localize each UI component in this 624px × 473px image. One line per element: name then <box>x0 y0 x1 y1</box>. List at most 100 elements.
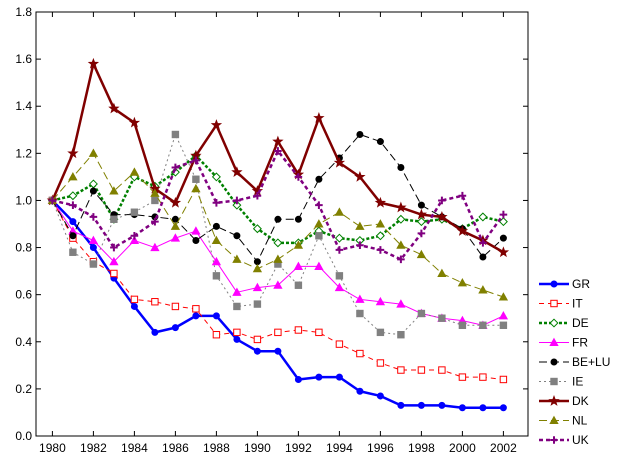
y-tick-label: 1.8 <box>15 5 32 19</box>
data-point-dk <box>128 116 141 128</box>
data-point-it <box>233 328 241 337</box>
data-point-nl <box>129 167 140 176</box>
y-tick-label: 0.0 <box>15 429 32 443</box>
data-point-dk <box>395 201 407 213</box>
legend-marker-ie <box>550 377 558 386</box>
data-point-it <box>253 335 262 344</box>
data-point-gr <box>356 387 364 395</box>
data-point-nl <box>273 254 283 263</box>
data-point-it <box>110 269 118 278</box>
data-point-nl <box>191 183 201 193</box>
data-point-be-lu <box>171 215 179 223</box>
data-point-ie <box>151 196 159 205</box>
series-line-nl <box>52 152 504 298</box>
series-be-lu <box>48 130 507 266</box>
data-point-uk <box>130 231 139 240</box>
data-point-dk <box>231 166 243 177</box>
data-point-gr <box>89 244 97 252</box>
data-point-uk <box>192 156 200 165</box>
data-point-fr <box>109 256 119 266</box>
data-point-gr <box>397 401 405 409</box>
data-point-ie <box>376 328 385 337</box>
data-point-uk <box>233 196 241 205</box>
legend-marker-it <box>550 299 558 308</box>
data-point-de <box>273 238 283 248</box>
series-it <box>48 196 508 384</box>
data-point-ie <box>417 309 426 318</box>
x-tick-label: 1988 <box>203 441 230 455</box>
legend-marker-be-lu <box>550 358 558 366</box>
data-point-gr <box>171 324 179 332</box>
data-point-fr <box>314 261 324 270</box>
data-point-nl <box>437 268 447 278</box>
legend-item-it: IT <box>539 297 583 311</box>
data-point-be-lu <box>212 222 220 230</box>
data-point-be-lu <box>479 253 487 261</box>
data-point-ie <box>233 302 241 311</box>
data-point-uk <box>171 163 180 172</box>
data-point-dk <box>374 196 387 208</box>
data-point-nl <box>334 207 345 216</box>
data-point-ie <box>110 215 118 223</box>
data-point-gr <box>212 312 220 320</box>
data-point-ie <box>171 130 180 139</box>
legend-item-gr: GR <box>539 277 590 291</box>
data-point-ie <box>438 314 446 322</box>
legend-item-fr: FR <box>539 336 588 350</box>
data-point-it <box>499 375 508 384</box>
data-point-it <box>151 298 159 306</box>
data-point-uk <box>48 196 57 205</box>
data-point-it <box>274 328 282 337</box>
series-layer <box>46 57 510 412</box>
data-point-gr <box>151 328 159 336</box>
data-point-be-lu <box>253 258 261 266</box>
data-point-ie <box>335 272 344 280</box>
data-point-be-lu <box>274 215 282 223</box>
data-point-dk <box>87 57 100 69</box>
y-tick-label: 1.2 <box>15 146 32 160</box>
data-point-uk <box>438 196 446 205</box>
data-point-be-lu <box>192 236 200 244</box>
data-point-fr <box>170 233 181 242</box>
data-point-uk <box>397 255 405 264</box>
data-point-it <box>458 373 467 381</box>
data-point-ie <box>479 321 487 329</box>
data-point-de <box>498 217 508 227</box>
data-point-uk <box>294 173 303 181</box>
data-point-gr <box>294 375 302 383</box>
data-point-ie <box>315 232 323 240</box>
data-point-de <box>252 224 262 234</box>
data-point-dk <box>415 208 428 220</box>
legend-label-de: DE <box>572 316 589 330</box>
series-dk <box>46 57 510 258</box>
data-point-be-lu <box>69 232 77 240</box>
data-point-nl <box>211 235 222 245</box>
data-point-ie <box>89 260 98 268</box>
data-point-uk <box>335 246 344 254</box>
data-point-it <box>335 340 344 348</box>
data-point-it <box>130 295 139 304</box>
data-point-dk <box>456 225 469 236</box>
data-point-gr <box>479 404 487 412</box>
y-tick-label: 1.4 <box>15 99 32 113</box>
data-point-nl <box>478 285 488 294</box>
x-tick-label: 1984 <box>121 441 148 455</box>
x-tick-label: 2000 <box>449 441 476 455</box>
series-nl <box>47 148 509 301</box>
data-point-be-lu <box>233 232 241 240</box>
x-tick-label: 1994 <box>326 441 353 455</box>
x-tick-label: 1996 <box>367 441 394 455</box>
series-line-ie <box>51 133 504 336</box>
data-point-fr <box>375 296 386 306</box>
data-point-uk <box>69 201 77 209</box>
data-point-nl <box>252 263 263 273</box>
legend-item-de: DE <box>539 316 589 330</box>
data-point-be-lu <box>294 215 302 223</box>
data-point-uk <box>499 210 508 219</box>
data-point-fr <box>211 256 222 266</box>
data-point-uk <box>89 213 98 221</box>
data-point-dk <box>333 156 346 168</box>
series-gr <box>48 196 507 412</box>
data-point-it <box>356 349 364 358</box>
data-point-be-lu <box>397 163 405 171</box>
